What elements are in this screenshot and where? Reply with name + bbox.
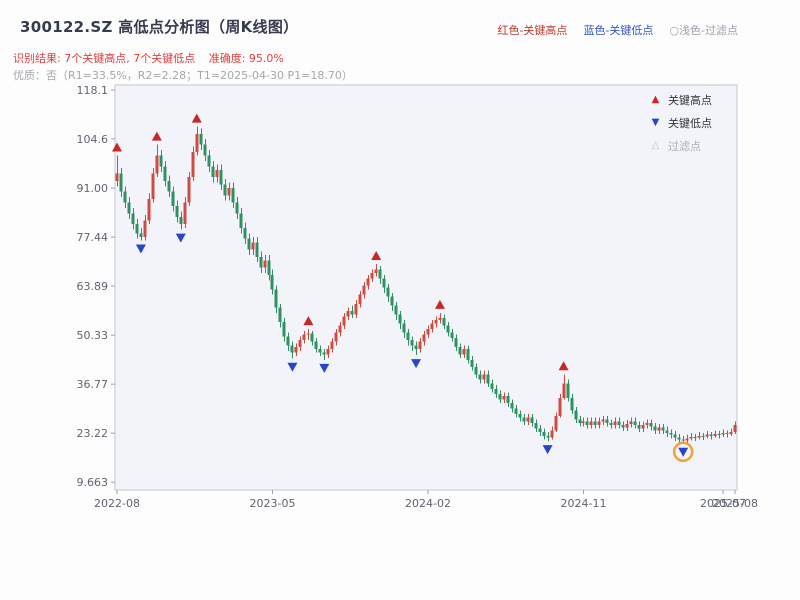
quality-line: 优质：否（R1=33.5%，R2=2.28；T1=2025-04-30 P1=1… (13, 69, 353, 82)
chart-legend: ▲ 关键高点 ▼ 关键低点 △ 过滤点 (649, 92, 712, 154)
legend-filtered-label: ○浅色-过滤点 (669, 24, 738, 37)
svg-text:50.33: 50.33 (77, 329, 109, 342)
key-low-marker (319, 363, 330, 373)
key-high-marker (151, 131, 162, 141)
key-low-marker (135, 244, 146, 254)
filtered-point-ring (672, 441, 694, 462)
svg-text:23.22: 23.22 (77, 427, 109, 440)
chart-legend-item-high: ▲ 关键高点 (649, 92, 712, 108)
accuracy-value: 准确度: 95.0% (208, 52, 284, 65)
svg-text:2024-11: 2024-11 (561, 497, 607, 510)
key-high-marker (191, 113, 202, 123)
svg-text:2023-05: 2023-05 (250, 497, 296, 510)
svg-text:77.44: 77.44 (77, 231, 109, 244)
key-high-marker (434, 299, 445, 309)
chart-legend-low-label: 关键低点 (668, 117, 712, 130)
y-axis: 118.1 104.6 91.00 77.44 63.89 50.33 36.77 23.22… (77, 84, 115, 489)
legend-key-low-label: 蓝色-关键低点 (583, 24, 654, 37)
x-axis: 2022-08 2023-05 2024-02 2024-11 2025-072025-… (94, 490, 758, 510)
key-low-marker (411, 359, 422, 369)
recognition-result: 识别结果: 7个关键高点, 7个关键低点 准确度: 95.0% (13, 50, 284, 66)
key-low-marker (175, 233, 186, 243)
page-title: 300122.SZ 高低点分析图（周K线图） (20, 18, 299, 36)
key-high-markers (111, 113, 569, 371)
key-low-markers (135, 233, 689, 457)
key-low-marker (542, 445, 553, 455)
svg-text:2022-08: 2022-08 (94, 497, 140, 510)
chart-legend-filtered-label: 过滤点 (668, 140, 701, 153)
key-high-marker (303, 316, 314, 326)
svg-text:63.89: 63.89 (77, 280, 109, 293)
key-low-marker (287, 362, 298, 372)
svg-text:2025-08: 2025-08 (712, 497, 758, 510)
chart-legend-high-label: 关键高点 (668, 94, 712, 107)
key-high-marker (371, 250, 382, 260)
triangle-down-icon: ▼ (651, 117, 660, 128)
svg-text:2025-07: 2025-07 (700, 497, 746, 510)
triangle-outline-icon: △ (651, 140, 660, 151)
svg-text:9.663: 9.663 (77, 476, 109, 489)
chart-legend-item-filtered: △ 过滤点 (649, 138, 712, 154)
candles (115, 126, 737, 445)
svg-text:118.1: 118.1 (77, 84, 109, 97)
key-high-marker (111, 142, 122, 152)
key-low-marker (678, 447, 689, 457)
svg-text:36.77: 36.77 (77, 378, 109, 391)
legend-key-high-label: 红色-关键高点 (497, 24, 568, 37)
result-counts: 识别结果: 7个关键高点, 7个关键低点 (13, 52, 196, 65)
svg-text:91.00: 91.00 (77, 182, 109, 195)
plot-area (114, 84, 738, 491)
svg-text:104.6: 104.6 (77, 133, 109, 146)
chart-legend-item-low: ▼ 关键低点 (649, 115, 712, 131)
triangle-up-icon: ▲ (651, 94, 660, 105)
color-legend: 红色-关键高点 蓝色-关键低点 ○浅色-过滤点 (497, 22, 738, 38)
key-high-marker (558, 361, 569, 371)
svg-text:2024-02: 2024-02 (405, 497, 451, 510)
